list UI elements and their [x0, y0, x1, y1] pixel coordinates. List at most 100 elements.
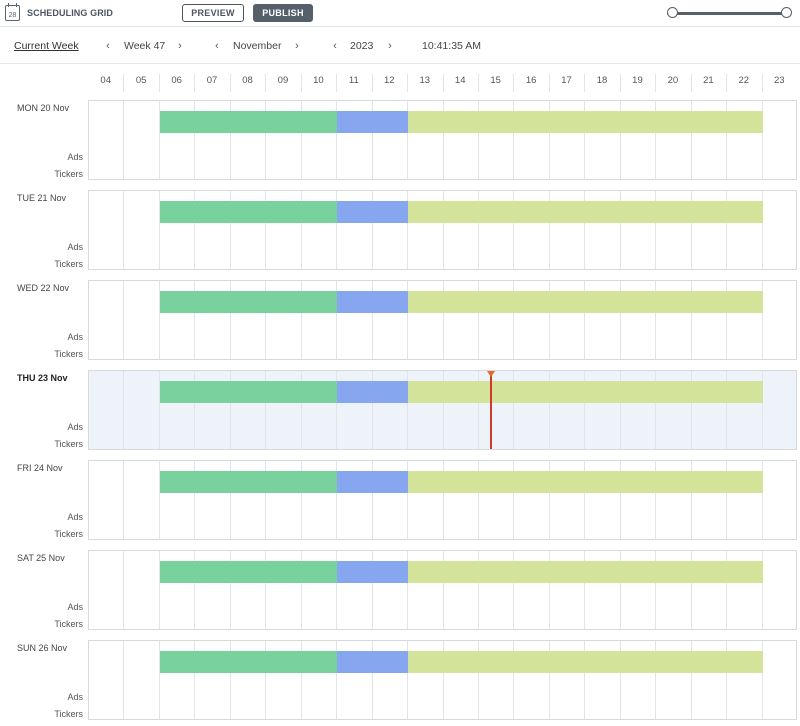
zoom-slider-track[interactable]: [667, 12, 787, 15]
chevron-left-icon[interactable]: ‹: [333, 40, 337, 52]
hour-gridline: [761, 641, 763, 719]
hour-label: 11: [348, 75, 359, 86]
hour-gridline: [619, 371, 621, 449]
hour-gridline: [442, 281, 444, 359]
hour-gridline: [407, 191, 409, 269]
hour-gridline: [690, 551, 692, 629]
schedule-block[interactable]: [337, 471, 409, 493]
day-row[interactable]: [88, 460, 797, 540]
schedule-block[interactable]: [159, 111, 338, 133]
hour-label: 20: [667, 75, 679, 86]
hour-gridline: [371, 101, 373, 179]
chevron-right-icon[interactable]: ›: [388, 40, 392, 52]
hour-divider: [371, 74, 373, 92]
schedule-block[interactable]: [408, 561, 763, 583]
hour-gridline: [229, 371, 231, 449]
day-row[interactable]: [88, 550, 797, 630]
hour-label: 15: [490, 75, 501, 86]
hour-gridline: [477, 191, 479, 269]
hour-gridline: [477, 101, 479, 179]
day-row[interactable]: [88, 370, 797, 450]
hour-gridline: [584, 281, 586, 359]
current-time-marker-head: [486, 371, 495, 377]
day-row[interactable]: [88, 190, 797, 270]
hour-gridline: [655, 551, 657, 629]
tickers-row-label: Tickers: [54, 529, 83, 539]
hour-gridline: [194, 551, 196, 629]
day-row[interactable]: [88, 100, 797, 180]
hour-gridline: [548, 281, 550, 359]
date-navigation: Current Week ‹ Week 47 › ‹ November › ‹ …: [0, 28, 800, 64]
schedule-block[interactable]: [159, 651, 338, 673]
schedule-block[interactable]: [408, 471, 763, 493]
day-label: SUN 26 Nov: [17, 643, 68, 653]
chevron-right-icon[interactable]: ›: [295, 40, 299, 52]
chevron-right-icon[interactable]: ›: [178, 40, 182, 52]
hour-gridline: [761, 551, 763, 629]
hour-gridline: [300, 371, 302, 449]
hour-label: 04: [100, 75, 111, 86]
schedule-block[interactable]: [159, 561, 338, 583]
schedule-block[interactable]: [337, 111, 409, 133]
schedule-block[interactable]: [337, 381, 409, 403]
chevron-left-icon[interactable]: ‹: [215, 40, 219, 52]
current-week-link[interactable]: Current Week: [14, 40, 79, 52]
chevron-left-icon[interactable]: ‹: [106, 40, 110, 52]
schedule-block[interactable]: [408, 651, 763, 673]
hour-label: 05: [135, 75, 147, 86]
hour-gridline: [194, 101, 196, 179]
day-label: MON 20 Nov: [17, 103, 70, 113]
tickers-row-label: Tickers: [54, 439, 83, 449]
hour-label: 08: [242, 75, 253, 86]
hour-divider: [477, 74, 479, 92]
tickers-row-label: Tickers: [54, 349, 83, 359]
hour-divider: [655, 74, 657, 92]
tickers-row-label: Tickers: [54, 709, 83, 719]
hour-label: 13: [419, 75, 431, 86]
zoom-slider-low-handle[interactable]: [667, 7, 678, 18]
ads-row-label: Ads: [67, 332, 83, 342]
schedule-block[interactable]: [337, 651, 409, 673]
hour-gridline: [158, 281, 160, 359]
schedule-block[interactable]: [408, 291, 763, 313]
hour-gridline: [584, 551, 586, 629]
hour-gridline: [229, 281, 231, 359]
hour-gridline: [513, 101, 515, 179]
hour-gridline: [194, 461, 196, 539]
schedule-block[interactable]: [408, 111, 763, 133]
hour-gridline: [300, 551, 302, 629]
hour-gridline: [726, 641, 728, 719]
hour-gridline: [265, 461, 267, 539]
hour-gridline: [690, 641, 692, 719]
zoom-slider-high-handle[interactable]: [781, 7, 792, 18]
day-row[interactable]: [88, 640, 797, 720]
hour-gridline: [336, 371, 338, 449]
hour-divider: [761, 74, 763, 92]
publish-button[interactable]: PUBLISH: [253, 4, 313, 22]
hour-divider: [158, 74, 160, 92]
schedule-block[interactable]: [159, 471, 338, 493]
schedule-block[interactable]: [159, 201, 338, 223]
hour-divider: [442, 74, 444, 92]
schedule-block[interactable]: [159, 381, 338, 403]
preview-button[interactable]: PREVIEW: [182, 4, 244, 22]
hour-gridline: [584, 101, 586, 179]
schedule-block[interactable]: [337, 561, 409, 583]
schedule-block[interactable]: [159, 291, 338, 313]
schedule-block[interactable]: [337, 201, 409, 223]
hour-gridline: [726, 371, 728, 449]
hour-gridline: [442, 551, 444, 629]
hour-gridline: [158, 551, 160, 629]
hour-gridline: [265, 641, 267, 719]
hour-gridline: [548, 371, 550, 449]
day-row[interactable]: [88, 280, 797, 360]
hour-gridline: [229, 551, 231, 629]
schedule-block[interactable]: [408, 381, 763, 403]
hour-gridline: [548, 101, 550, 179]
toolbar: 28 SCHEDULING GRID PREVIEW PUBLISH: [0, 0, 800, 27]
schedule-block[interactable]: [408, 201, 763, 223]
ads-row-label: Ads: [67, 242, 83, 252]
schedule-block[interactable]: [337, 291, 409, 313]
hour-divider: [726, 74, 728, 92]
hour-gridline: [548, 641, 550, 719]
